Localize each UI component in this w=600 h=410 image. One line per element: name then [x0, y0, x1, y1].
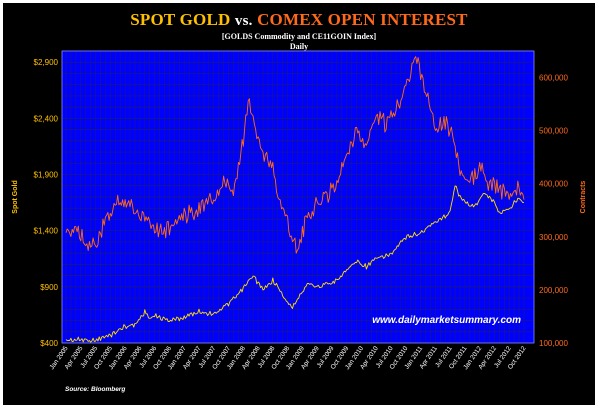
right-tick-label: 600,000	[539, 74, 568, 83]
right-tick-label: 200,000	[539, 286, 568, 295]
watermark-text: www.dailymarketsummary.com	[372, 315, 521, 326]
chart-svg: $400 $900 $1,400 $1,900 $2,400 $2,900 100,000…	[12, 50, 587, 371]
spot-gold-line	[65, 185, 525, 343]
left-tick-label: $1,400	[34, 227, 59, 236]
left-tick-label: $1,900	[34, 171, 59, 180]
title-spot-gold: SPOT GOLD	[130, 10, 231, 29]
right-axis-ticks: 100,000 200,000 300,000 400,000 500,000 600,0…	[539, 74, 568, 348]
chart-title: SPOT GOLD vs. COMEX OPEN INTEREST	[3, 10, 595, 30]
right-axis-label: Contracts	[580, 181, 587, 214]
title-vs: vs.	[234, 13, 253, 29]
subtitle-tickers: [GOLDS Commodity and CE11GOIN Index]	[221, 32, 377, 41]
series-layer	[65, 56, 525, 343]
left-axis-ticks: $400 $900 $1,400 $1,900 $2,400 $2,900	[34, 58, 59, 348]
left-tick-label: $2,400	[34, 114, 59, 123]
subtitle-frequency: Daily	[289, 42, 309, 51]
left-tick-label: $2,900	[34, 58, 59, 67]
source-note: Source: Bloomberg	[65, 386, 126, 393]
left-tick-label: $400	[40, 339, 58, 348]
chart-frame: SPOT GOLD vs. COMEX OPEN INTEREST [GOLDS…	[3, 3, 595, 405]
plot-border	[61, 50, 535, 344]
open-interest-line	[65, 56, 525, 254]
left-tick-label: $900	[40, 283, 58, 292]
right-tick-label: 300,000	[539, 233, 568, 242]
right-tick-label: 400,000	[539, 180, 568, 189]
right-tick-label: 500,000	[539, 127, 568, 136]
left-axis-label: Spot Gold	[12, 180, 19, 213]
chart-subtitle: [GOLDS Commodity and CE11GOIN Index] Dai…	[3, 32, 595, 52]
title-comex-open-interest: COMEX OPEN INTEREST	[257, 10, 468, 29]
right-tick-label: 100,000	[539, 339, 568, 348]
